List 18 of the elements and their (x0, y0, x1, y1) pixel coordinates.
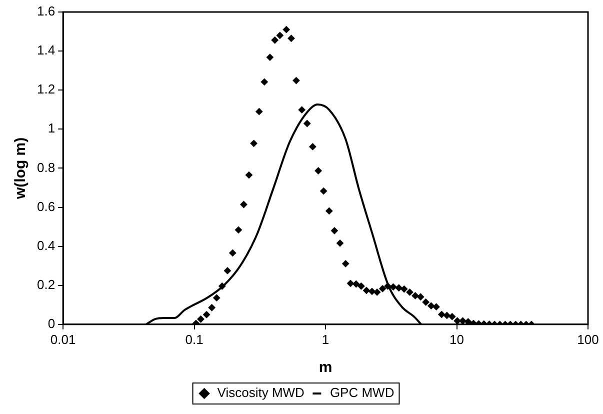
x-tick-label: 100 (577, 332, 599, 347)
legend-label: GPC MWD (330, 385, 394, 400)
y-tick-label: 0.8 (36, 160, 56, 175)
x-axis-title: m (318, 359, 332, 376)
x-tick-label: 0.1 (185, 332, 204, 347)
y-tick-label: 1 (48, 120, 56, 136)
y-tick-label: 0.6 (36, 198, 56, 214)
x-tick-label: 10 (450, 332, 464, 347)
legend-label: Viscosity MWD (217, 385, 304, 400)
y-axis-title: w(log m) (12, 137, 30, 200)
y-tick-label: 1.4 (36, 42, 56, 58)
x-tick-label: 1 (322, 332, 330, 347)
y-tick-label: 0.4 (36, 238, 56, 253)
y-tick-label: 1.2 (36, 82, 56, 97)
y-tick-label: 0 (48, 316, 56, 331)
y-tick-label: 1.6 (36, 4, 56, 19)
x-tick-label: 0.01 (50, 332, 76, 347)
y-tick-label: 0.2 (36, 276, 56, 292)
